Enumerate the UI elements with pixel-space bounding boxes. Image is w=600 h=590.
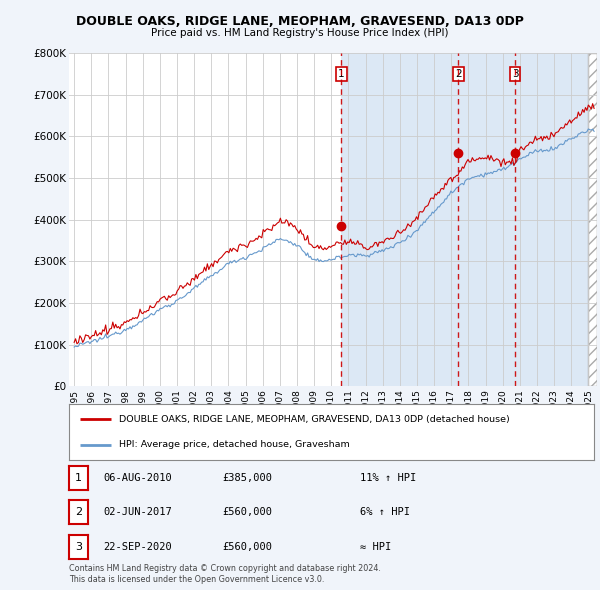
Text: 02-JUN-2017: 02-JUN-2017 <box>103 507 172 517</box>
Bar <box>69 53 341 386</box>
Text: £560,000: £560,000 <box>222 507 272 517</box>
Text: 1: 1 <box>338 69 345 79</box>
Text: HPI: Average price, detached house, Gravesham: HPI: Average price, detached house, Grav… <box>119 440 350 449</box>
Text: 11% ↑ HPI: 11% ↑ HPI <box>360 473 416 483</box>
Text: Contains HM Land Registry data © Crown copyright and database right 2024.: Contains HM Land Registry data © Crown c… <box>69 565 381 573</box>
Bar <box>589 53 597 386</box>
Text: 3: 3 <box>75 542 82 552</box>
Text: ≈ HPI: ≈ HPI <box>360 542 391 552</box>
Text: DOUBLE OAKS, RIDGE LANE, MEOPHAM, GRAVESEND, DA13 0DP (detached house): DOUBLE OAKS, RIDGE LANE, MEOPHAM, GRAVES… <box>119 415 509 424</box>
Text: 1: 1 <box>75 473 82 483</box>
Text: Price paid vs. HM Land Registry's House Price Index (HPI): Price paid vs. HM Land Registry's House … <box>151 28 449 38</box>
Text: 3: 3 <box>512 69 518 79</box>
Text: 2: 2 <box>455 69 462 79</box>
Text: 22-SEP-2020: 22-SEP-2020 <box>103 542 172 552</box>
Text: 06-AUG-2010: 06-AUG-2010 <box>103 473 172 483</box>
Text: This data is licensed under the Open Government Licence v3.0.: This data is licensed under the Open Gov… <box>69 575 325 584</box>
Text: £385,000: £385,000 <box>222 473 272 483</box>
Text: 6% ↑ HPI: 6% ↑ HPI <box>360 507 410 517</box>
Text: £560,000: £560,000 <box>222 542 272 552</box>
Text: DOUBLE OAKS, RIDGE LANE, MEOPHAM, GRAVESEND, DA13 0DP: DOUBLE OAKS, RIDGE LANE, MEOPHAM, GRAVES… <box>76 15 524 28</box>
Text: 2: 2 <box>75 507 82 517</box>
